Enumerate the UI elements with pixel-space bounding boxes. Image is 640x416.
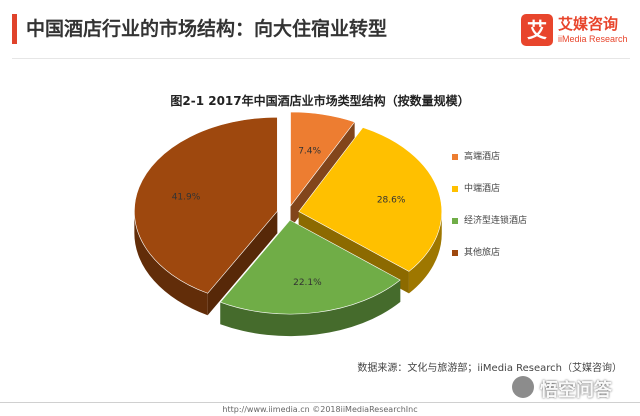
legend-item-3: 其他旅店 [452,248,527,259]
pie-slice-3 [134,211,278,316]
legend-label-1: 中端酒店 [464,184,501,194]
legend-swatch-2 [452,217,458,224]
pie-data-label-3: 41.9% [172,193,201,203]
pie-slice-top-1 [298,127,443,272]
legend-item-0: 高端酒店 [452,152,527,163]
footer-divider [0,402,640,403]
footer-text: http://www.iimedia.cn ©2018iiMediaResear… [222,405,418,414]
chart-legend: 高端酒店中端酒店经济型连锁酒店 其他旅店 [452,152,527,280]
legend-swatch-3 [452,249,458,256]
logo-mark: 艾 [521,14,553,46]
page-title: 中国酒店行业的市场结构：向大住宿业转型 [26,18,388,40]
pie-slice-top-3 [134,116,278,294]
title-accent-bar [12,14,17,44]
pie-slice-edge-2-0 [220,280,401,337]
header-divider [12,58,630,59]
legend-item-2: 经济型连锁酒店 [452,216,527,227]
speech-bubble-icon [512,376,534,398]
legend-item-1: 中端酒店 [452,184,527,195]
watermark-text: 悟空问答 [540,380,612,401]
legend-label-0: 高端酒店 [464,152,501,162]
legend-swatch-0 [452,153,458,160]
watermark: 悟空问答 [512,374,630,402]
pie-data-label-2: 22.1% [293,278,322,288]
iimedia-logo: 艾 艾媒咨询 iiMedia Research [521,8,633,50]
pie-slice-edge-1-0 [408,211,442,294]
logo-name-en: iiMedia Research [558,34,628,44]
pie-slice-wall-3-0 [207,211,278,316]
data-source: 数据来源：文化与旅游部；iiMedia Research（艾媒咨询） [357,363,622,374]
pie-slice-edge-3-0 [134,211,208,316]
pie-slice-top-0 [290,111,356,207]
pie-data-label-0: 7.4% [298,146,321,156]
logo-name-cn: 艾媒咨询 [558,15,619,33]
legend-label-3: 其他旅店 [464,248,501,258]
legend-swatch-1 [452,185,458,192]
pie-data-label-1: 28.6% [377,196,406,206]
pie-slice-top-2 [219,219,401,315]
chart-title: 图2-1 2017年中国酒店业市场类型结构（按数量规模） [170,94,470,108]
legend-label-2: 经济型连锁酒店 [464,216,528,226]
